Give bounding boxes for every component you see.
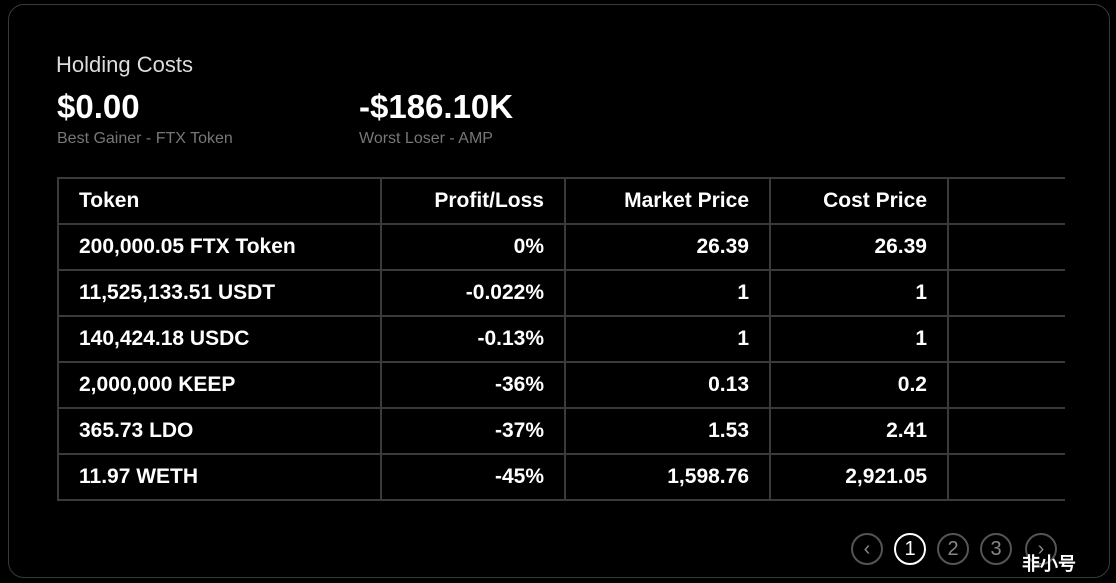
cell: 2,000,000 KEEP bbox=[57, 361, 382, 409]
cell: 140,424.18 USDC bbox=[57, 315, 382, 363]
column-header: Cost Price bbox=[769, 177, 949, 225]
cell: 26.39 bbox=[564, 223, 771, 271]
column-header: Market Price bbox=[564, 177, 771, 225]
cell: -36% bbox=[380, 361, 566, 409]
cell: 1.47 bbox=[947, 361, 1065, 409]
cell: 0.81 bbox=[947, 315, 1065, 363]
cell: 1 bbox=[769, 269, 949, 317]
row: 140,424.18 USDC-0.13%110.81 bbox=[57, 315, 1065, 363]
card bbox=[8, 4, 1110, 578]
title: Holding Costs bbox=[56, 52, 193, 77]
cell: 0.0032 bbox=[947, 407, 1065, 455]
stat: -$186.10K Worst Loser - AMP bbox=[359, 88, 513, 148]
cell: -0.13% bbox=[380, 315, 566, 363]
cell: 0% bbox=[380, 223, 566, 271]
stat: $0.00 Best Gainer - FTX Token bbox=[57, 88, 233, 148]
cell: 365.73 LDO bbox=[57, 407, 382, 455]
row: 11.97 WETH-45%1,598.762,921.050.11 bbox=[57, 453, 1065, 501]
column-header: Profit/Loss bbox=[380, 177, 566, 225]
cell: 26.39 bbox=[769, 223, 949, 271]
stat-value: $0.00 bbox=[57, 88, 140, 125]
watermark: 非小号 bbox=[1022, 554, 1076, 574]
cell: 2,921.05 bbox=[769, 453, 949, 501]
cell: 11.97 WETH bbox=[57, 453, 382, 501]
cell: 1 bbox=[769, 315, 949, 363]
cell: 11,525,133.51 USDT bbox=[57, 269, 382, 317]
row: 365.73 LDO-37%1.532.410.0032 bbox=[57, 407, 1065, 455]
stat-label: Worst Loser - AMP bbox=[359, 130, 493, 147]
cell: 0.13 bbox=[564, 361, 771, 409]
cell: 1 bbox=[564, 269, 771, 317]
stat-label: Best Gainer - FTX Token bbox=[57, 130, 233, 147]
cell: -45% bbox=[380, 453, 566, 501]
cell: 200,000.05 FTX Token bbox=[57, 223, 382, 271]
cell: 66.71 bbox=[947, 269, 1065, 317]
page-button[interactable]: 1 bbox=[894, 533, 926, 565]
stat-value: -$186.10K bbox=[359, 88, 514, 125]
cell: -0.022% bbox=[380, 269, 566, 317]
next-button[interactable]: › bbox=[1025, 533, 1057, 565]
page-button[interactable]: 3 bbox=[980, 533, 1012, 565]
cell: 1,598.76 bbox=[564, 453, 771, 501]
column-header: Positi bbox=[947, 177, 1065, 225]
cell: 0.11 bbox=[947, 453, 1065, 501]
cell: 0.2 bbox=[769, 361, 949, 409]
cell: -37% bbox=[380, 407, 566, 455]
row: 11,525,133.51 USDT-0.022%1166.71 bbox=[57, 269, 1065, 317]
cell: 1.53 bbox=[564, 407, 771, 455]
prev-button[interactable]: ‹ bbox=[851, 533, 883, 565]
cell: 30.52 bbox=[947, 223, 1065, 271]
column-header: Token bbox=[57, 177, 382, 225]
row: 2,000,000 KEEP-36%0.130.21.47 bbox=[57, 361, 1065, 409]
cell: 1 bbox=[564, 315, 771, 363]
cell: 2.41 bbox=[769, 407, 949, 455]
page-button[interactable]: 2 bbox=[937, 533, 969, 565]
